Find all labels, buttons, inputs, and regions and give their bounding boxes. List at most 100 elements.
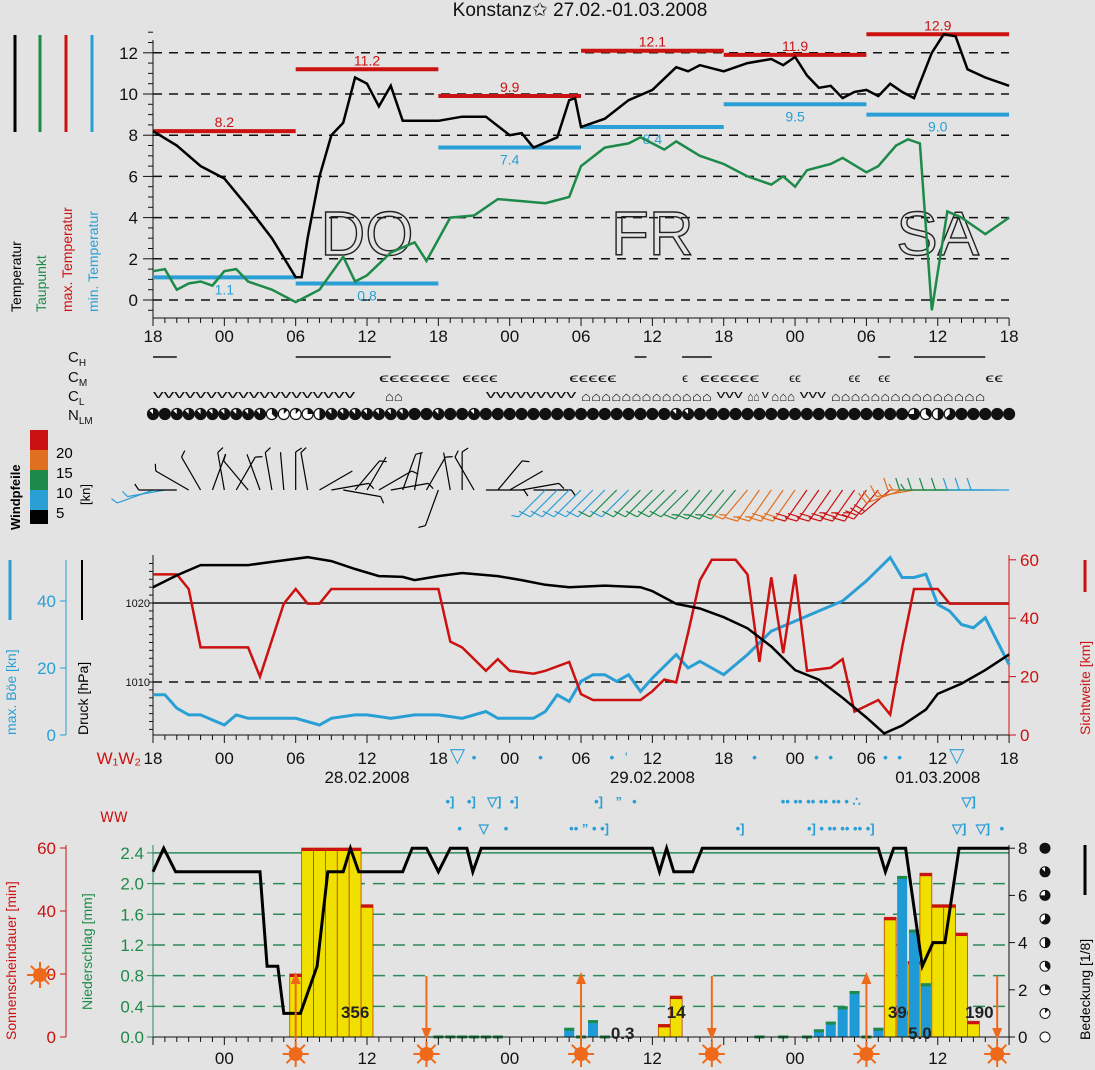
wind-barb: [698, 489, 725, 520]
precip-tick-label: 2.4: [120, 844, 144, 863]
wind-barb-feather: [845, 510, 858, 516]
w1w2-weather-symbol: •: [538, 749, 543, 765]
wind-barb: [748, 489, 772, 522]
precip-tick-label: 0.4: [120, 997, 144, 1016]
wind-barb-feather: [578, 510, 591, 518]
nlm-cover-fill: [527, 408, 539, 420]
wind-barb-feather: [368, 482, 375, 490]
x-tick-label: 00: [500, 1049, 519, 1068]
sunshine-bar-top: [919, 873, 932, 877]
sunset-icon: [990, 1047, 1005, 1061]
visibility-axis-title: Sichtweite [km]: [1077, 641, 1093, 735]
wind-barb-feather: [823, 512, 836, 518]
wind-barb-feather: [918, 477, 925, 491]
wind-barb-feather: [820, 516, 833, 522]
nlm-cover-fill: [789, 408, 801, 420]
wind-barb: [565, 489, 594, 518]
wind-barb: [217, 452, 225, 491]
nlm-cover-fill: [825, 408, 837, 420]
wind-barb: [413, 452, 422, 491]
sunshine-bar: [931, 904, 945, 1038]
x-tick-label: 18: [429, 749, 448, 768]
nlm-cover-fill: [646, 408, 658, 420]
min-temp-label: 9.5: [785, 108, 805, 124]
wind-barb-feather: [295, 447, 303, 453]
wind-barb-feather: [675, 513, 688, 520]
wind-barb-feather: [523, 489, 529, 497]
nlm-cover-fill: [456, 408, 468, 420]
nlm-cover-fill: [468, 408, 480, 420]
wind-color-20: [30, 430, 48, 450]
cm-cloud-symbol: ϵϵϵϵϵϵ: [700, 371, 759, 385]
wind-barb: [223, 460, 249, 491]
max-temp-label: 9.9: [500, 79, 520, 95]
wind-barb: [402, 454, 417, 491]
cm-cloud-symbol: ϵϵ: [789, 371, 801, 385]
wind-barb-feather: [427, 482, 434, 490]
pressure-axis-title: Druck [hPa]: [75, 662, 91, 735]
wind-barb-feather: [530, 510, 543, 518]
bar-value-label: 0.3: [611, 1024, 635, 1043]
wind-barb-feather: [511, 514, 519, 518]
wind-barb: [264, 452, 273, 491]
wind-level-20: 20: [56, 445, 73, 462]
nlm-cover-fill: [349, 408, 361, 420]
y-tick-label: 2: [129, 250, 138, 269]
min-temp-label: 7.4: [500, 152, 520, 168]
cl-cloud-symbol: ⌂⌂⌂⌂⌂⌂: [831, 389, 890, 404]
nlm-cover-fill: [682, 408, 694, 420]
wind-barb-feather: [862, 491, 872, 502]
nlm-label: NLM: [68, 407, 93, 427]
bar-value-label: 5.0: [908, 1024, 932, 1043]
wind-barb-feather: [895, 477, 901, 491]
bar-value-label: 14: [667, 1003, 686, 1022]
dewpoint-line: [152, 135, 1010, 311]
cm-cloud-symbol: ϵϵ: [985, 371, 1003, 385]
x-tick-label: 18: [1000, 327, 1019, 346]
wind-barb-feather: [869, 485, 878, 497]
precip-tick-label: 1.2: [120, 936, 144, 955]
ww-weather-symbol: •]: [736, 821, 745, 836]
x-tick-label: 06: [572, 327, 591, 346]
wind-barb: [235, 456, 256, 491]
wind-barb-feather: [719, 513, 727, 516]
wind-barb: [246, 454, 261, 491]
ch-label: CH: [68, 349, 86, 369]
wind-legend-title: Windpfeile: [8, 464, 23, 530]
precip-bar: [849, 990, 860, 1037]
date-label: 28.02.2008: [324, 768, 409, 787]
max-temp-label: 8.2: [215, 114, 235, 130]
pressure-line: [152, 555, 1010, 735]
cl-cloud-symbol: v: [762, 389, 770, 401]
x-tick-label: 12: [928, 1049, 947, 1068]
x-tick-label: 00: [500, 327, 519, 346]
wind-barb: [876, 489, 915, 498]
wind-barb: [454, 456, 475, 491]
cm-cloud-symbol: ϵϵ: [849, 371, 861, 385]
x-tick-label: 18: [429, 327, 448, 346]
ww-weather-symbol: •]: [510, 794, 519, 809]
nlm-cover-fill: [575, 408, 587, 420]
cm-cloud-symbol: ϵϵϵϵϵ: [569, 371, 617, 385]
nlm-cover-fill: [373, 408, 385, 420]
wind-barb-feather: [942, 477, 948, 491]
cl-cloud-symbol: ⌂⌂: [748, 389, 760, 404]
nlm-cover-fill: [753, 408, 765, 420]
precip-bar: [837, 1006, 848, 1037]
sunshine-bar-top: [955, 933, 968, 937]
precip-bar: [813, 1029, 824, 1037]
cover-legend-fill: [1045, 961, 1050, 970]
nlm-cover-fill: [849, 408, 861, 420]
wind-barb-feather: [613, 510, 626, 518]
wind-legend: 20 15 10 5 Windpfeile [kn]: [8, 430, 93, 530]
y-tick-label: 4: [129, 209, 138, 228]
wind-barb-feather: [787, 512, 801, 518]
ww-weather-symbol: •: [504, 821, 509, 836]
nlm-cover-fill: [361, 408, 373, 420]
w1w2-weather-symbol: •: [610, 749, 615, 765]
cl-cloud-symbol: vvvvvvvvvvvvvvvvvvv: [153, 389, 356, 401]
x-tick-label: 06: [286, 749, 305, 768]
mid-axis-titles: max. Böe [kn] Druck [hPa] Sichtweite [km…: [3, 560, 1093, 768]
cl-cloud-symbol: ⌂⌂⌂⌂⌂⌂⌂⌂⌂⌂⌂⌂⌂: [581, 389, 712, 404]
gust-tick-label: 40: [37, 592, 56, 611]
